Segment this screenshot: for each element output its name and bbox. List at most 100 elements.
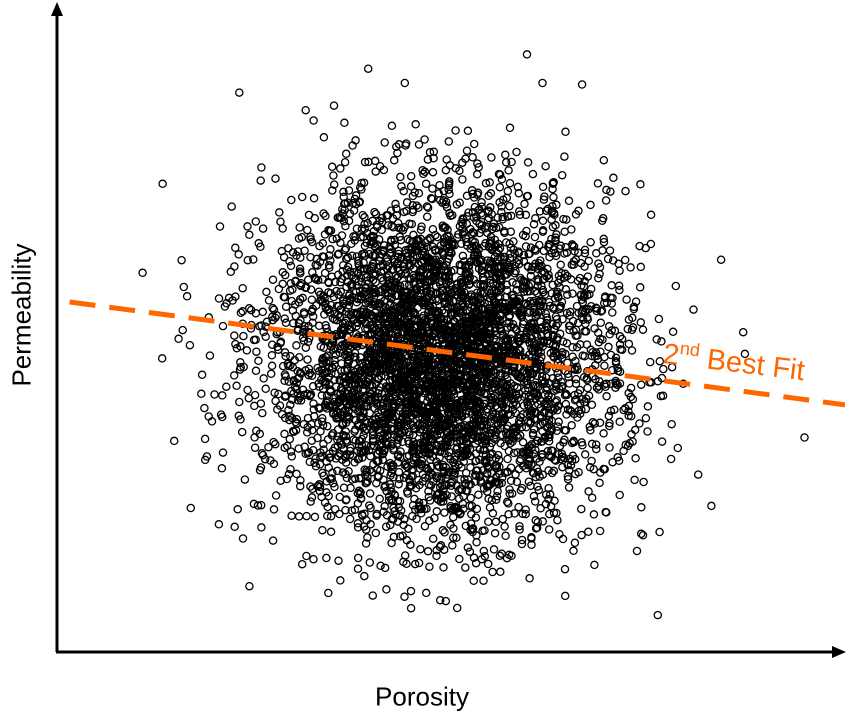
- data-point: [480, 526, 489, 535]
- data-point: [493, 486, 502, 496]
- data-point: [273, 342, 282, 352]
- data-point: [523, 372, 532, 381]
- data-point: [245, 581, 254, 591]
- data-point: [281, 352, 290, 361]
- data-point: [537, 452, 547, 462]
- data-point: [496, 311, 505, 321]
- data-point: [501, 158, 511, 167]
- data-point: [544, 483, 553, 493]
- data-point: [459, 215, 468, 224]
- data-point: [516, 486, 526, 495]
- data-point: [655, 527, 664, 537]
- data-point: [657, 373, 667, 383]
- data-point: [521, 210, 531, 220]
- data-point: [340, 372, 349, 382]
- data-point: [441, 197, 451, 207]
- data-point: [566, 460, 576, 470]
- data-point: [302, 511, 311, 521]
- data-point: [552, 314, 562, 324]
- data-point: [560, 249, 569, 258]
- data-point: [348, 395, 357, 405]
- data-point: [419, 443, 428, 453]
- data-point: [332, 301, 342, 311]
- data-point: [544, 391, 553, 400]
- data-point: [479, 546, 489, 556]
- data-point: [469, 421, 478, 430]
- data-point: [631, 454, 640, 463]
- data-point: [200, 455, 210, 465]
- data-point: [448, 512, 458, 522]
- data-point: [306, 390, 316, 399]
- data-point: [740, 349, 750, 359]
- data-point: [472, 170, 482, 179]
- data-point: [336, 164, 345, 173]
- data-point: [491, 316, 500, 326]
- data-point: [419, 447, 429, 456]
- data-point: [417, 222, 426, 231]
- data-point: [544, 270, 553, 280]
- data-point: [255, 321, 264, 331]
- data-point: [666, 454, 676, 464]
- data-point: [565, 379, 574, 388]
- data-point: [369, 239, 379, 248]
- data-point: [321, 211, 330, 221]
- data-point: [484, 213, 494, 223]
- data-point: [439, 563, 448, 572]
- data-point: [445, 285, 455, 295]
- data-point: [296, 253, 305, 262]
- data-point: [538, 216, 548, 226]
- data-point: [387, 371, 396, 380]
- data-point: [463, 449, 473, 458]
- data-point: [396, 447, 405, 456]
- data-point: [442, 155, 451, 164]
- data-point: [352, 281, 361, 290]
- data-point: [626, 263, 635, 272]
- data-point: [503, 454, 512, 464]
- data-point: [547, 468, 557, 478]
- data-point: [530, 232, 540, 242]
- data-point: [538, 426, 547, 436]
- data-point: [543, 399, 552, 409]
- data-point: [614, 281, 624, 290]
- data-point: [423, 203, 433, 212]
- data-point: [444, 231, 453, 241]
- data-point: [393, 148, 402, 158]
- data-point: [342, 282, 351, 292]
- data-point: [285, 434, 295, 444]
- data-point: [450, 317, 460, 327]
- data-point: [205, 351, 215, 360]
- data-point: [365, 465, 374, 475]
- data-point: [215, 222, 225, 231]
- data-point: [440, 528, 449, 537]
- data-point: [328, 345, 338, 355]
- data-point: [435, 595, 445, 605]
- data-point: [255, 465, 265, 475]
- data-point: [378, 246, 387, 255]
- data-point: [494, 346, 504, 356]
- data-point: [408, 460, 418, 469]
- data-point: [471, 404, 481, 413]
- data-point: [200, 403, 209, 413]
- data-point: [636, 380, 646, 389]
- data-point: [631, 297, 641, 306]
- data-point: [414, 259, 423, 269]
- data-point: [491, 461, 500, 470]
- data-point: [501, 370, 510, 380]
- data-point: [420, 521, 430, 531]
- data-point: [483, 228, 492, 238]
- data-point: [268, 303, 277, 313]
- data-point: [444, 447, 454, 457]
- data-point: [466, 493, 476, 503]
- data-point: [317, 451, 327, 461]
- data-point: [667, 362, 677, 372]
- data-point: [437, 327, 447, 337]
- data-point: [280, 314, 289, 323]
- data-point: [557, 449, 567, 459]
- data-point: [450, 332, 459, 342]
- data-point: [200, 434, 210, 444]
- data-point: [271, 439, 280, 449]
- data-point: [347, 282, 357, 291]
- data-point: [390, 490, 399, 499]
- data-point: [303, 225, 312, 235]
- data-point: [637, 503, 646, 512]
